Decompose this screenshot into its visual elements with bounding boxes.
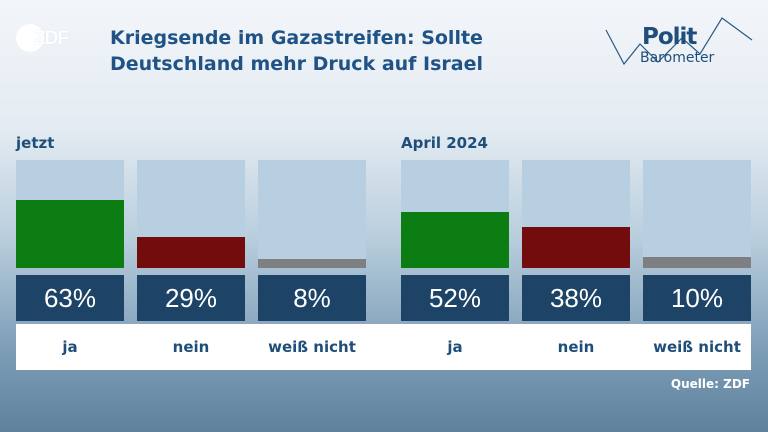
category-label: weiß nicht bbox=[268, 338, 356, 356]
data-label: 29% bbox=[137, 275, 245, 321]
bar bbox=[401, 212, 509, 268]
chart-title: Kriegsende im Gazastreifen: Sollte Deuts… bbox=[110, 25, 580, 77]
bar-track bbox=[137, 160, 245, 268]
category-label: ja bbox=[62, 338, 78, 356]
politbarometer-word-2: Barometer bbox=[640, 50, 715, 66]
panel-title-2: April 2024 bbox=[401, 134, 488, 152]
data-label: 38% bbox=[522, 275, 630, 321]
chart-title-line-1: Kriegsende im Gazastreifen: Sollte bbox=[110, 27, 483, 49]
politbarometer-word-1: Polit bbox=[642, 24, 697, 50]
category-label: weiß nicht bbox=[653, 338, 741, 356]
bar bbox=[16, 200, 124, 268]
bar bbox=[137, 237, 245, 268]
source-note: Quelle: ZDF bbox=[670, 377, 750, 391]
data-label: 52% bbox=[401, 275, 509, 321]
panel-title-1: jetzt bbox=[16, 134, 55, 152]
data-label: 8% bbox=[258, 275, 366, 321]
category-label: nein bbox=[172, 338, 210, 356]
politbarometer-zigzag-icon bbox=[605, 17, 753, 66]
category-label: nein bbox=[557, 338, 595, 356]
politbarometer-logo: Polit Barometer bbox=[604, 14, 754, 76]
data-label: 10% bbox=[643, 275, 751, 321]
zdf-logo-text: ZDF bbox=[34, 28, 69, 49]
chart-title-line-2: Deutschland mehr Druck auf Israel bbox=[110, 53, 484, 75]
bar bbox=[258, 259, 366, 268]
bar-track bbox=[522, 160, 630, 268]
bar-track bbox=[258, 160, 366, 268]
bar bbox=[522, 227, 630, 268]
zdf-logo: ZDF bbox=[16, 24, 78, 52]
bar-track bbox=[401, 160, 509, 268]
bar bbox=[643, 257, 751, 268]
category-label-strip bbox=[16, 324, 751, 370]
zdf-logo-circle bbox=[16, 24, 44, 52]
bar-track bbox=[643, 160, 751, 268]
category-label: ja bbox=[447, 338, 463, 356]
data-label: 63% bbox=[16, 275, 124, 321]
bar-track bbox=[16, 160, 124, 268]
